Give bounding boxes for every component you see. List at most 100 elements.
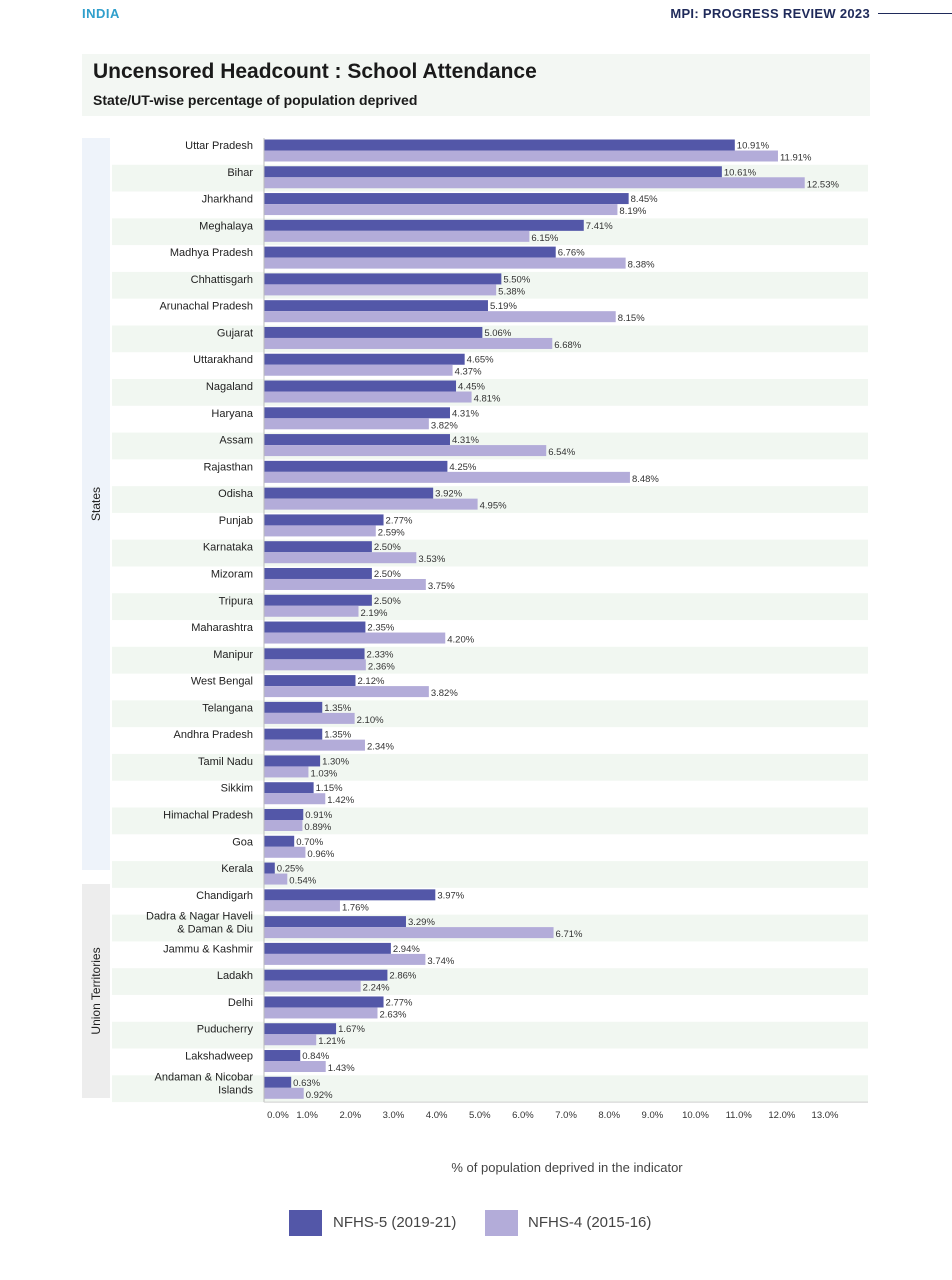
value-label-nfhs5-tripura: 2.50% <box>374 596 401 607</box>
value-label-nfhs4-dadra-nagar-haveli-daman-diu: 6.71% <box>556 929 583 940</box>
bar-nfhs5-arunachal-pradesh <box>264 300 488 312</box>
bar-nfhs4-arunachal-pradesh <box>264 311 616 323</box>
bar-nfhs5-telangana <box>264 701 323 713</box>
x-tick-label: 4.0% <box>426 1110 448 1121</box>
bar-nfhs5-uttarakhand <box>264 353 465 365</box>
value-label-nfhs5-tamil-nadu: 1.30% <box>322 756 349 767</box>
value-label-nfhs5-punjab: 2.77% <box>386 515 413 526</box>
bar-nfhs5-haryana <box>264 407 450 419</box>
category-label-gujarat: Gujarat <box>217 327 253 339</box>
bar-nfhs4-gujarat <box>264 337 553 349</box>
value-label-nfhs5-sikkim: 1.15% <box>316 783 343 794</box>
category-label-dadra-nagar-haveli-daman-diu: Dadra & Nagar Haveli & Daman & Diu <box>146 911 253 936</box>
bar-nfhs5-dadra-nagar-haveli-daman-diu <box>264 916 406 928</box>
value-label-nfhs4-lakshadweep: 1.43% <box>328 1063 355 1074</box>
header-country: INDIA <box>82 6 120 21</box>
row-stripe-manipur <box>112 646 868 674</box>
category-label-andhra-pradesh: Andhra Pradesh <box>174 729 254 741</box>
bar-nfhs4-madhya-pradesh <box>264 257 626 269</box>
value-label-nfhs5-arunachal-pradesh: 5.19% <box>490 301 517 312</box>
category-label-ladakh: Ladakh <box>217 970 253 982</box>
x-tick-label: 11.0% <box>726 1110 753 1121</box>
value-label-nfhs5-assam: 4.31% <box>452 435 479 446</box>
value-label-nfhs4-odisha: 4.95% <box>480 501 507 512</box>
value-label-nfhs5-madhya-pradesh: 6.76% <box>558 248 585 259</box>
value-label-nfhs4-uttarakhand: 4.37% <box>455 367 482 378</box>
value-label-nfhs5-mizoram: 2.50% <box>374 569 401 580</box>
value-label-nfhs5-jammu-kashmir: 2.94% <box>393 944 420 955</box>
category-label-chhattisgarh: Chhattisgarh <box>191 274 253 286</box>
title-panel <box>82 54 870 116</box>
category-label-chandigarh: Chandigarh <box>196 890 253 902</box>
group-ut-band: Union Territories <box>82 884 110 1098</box>
category-label-assam: Assam <box>219 435 253 447</box>
bar-nfhs5-manipur <box>264 648 365 660</box>
value-label-nfhs5-himachal-pradesh: 0.91% <box>305 810 332 821</box>
value-label-nfhs5-ladakh: 2.86% <box>389 971 416 982</box>
bar-nfhs5-rajasthan <box>264 460 448 472</box>
bar-nfhs4-kerala <box>264 873 288 885</box>
row-stripe-himachal-pradesh <box>112 807 868 835</box>
value-label-nfhs4-gujarat: 6.68% <box>554 340 581 351</box>
category-label-odisha: Odisha <box>218 488 254 500</box>
bar-nfhs4-jammu-kashmir <box>264 953 426 965</box>
bar-nfhs5-jammu-kashmir <box>264 942 391 954</box>
x-tick-label: 13.0% <box>812 1110 839 1121</box>
bar-nfhs4-lakshadweep <box>264 1061 326 1073</box>
category-label-uttar-pradesh: Uttar Pradesh <box>185 140 253 152</box>
value-label-nfhs4-puducherry: 1.21% <box>318 1036 345 1047</box>
category-label-nagaland: Nagaland <box>206 381 253 393</box>
value-label-nfhs5-uttarakhand: 4.65% <box>467 355 494 366</box>
bar-nfhs4-delhi <box>264 1007 378 1019</box>
bar-nfhs4-uttar-pradesh <box>264 150 778 162</box>
value-label-nfhs5-bihar: 10.61% <box>724 167 757 178</box>
bar-nfhs4-assam <box>264 445 547 457</box>
category-label-karnataka: Karnataka <box>203 542 254 554</box>
value-label-nfhs4-uttar-pradesh: 11.91% <box>780 153 812 164</box>
x-tick-label: 7.0% <box>555 1110 577 1121</box>
bar-nfhs5-chhattisgarh <box>264 273 502 285</box>
legend-label-nfhs5: NFHS-5 (2019-21) <box>333 1214 457 1231</box>
value-label-nfhs4-kerala: 0.54% <box>289 876 316 887</box>
chart-title: Uncensored Headcount : School Attendance <box>93 60 537 83</box>
bar-nfhs5-mizoram <box>264 567 372 579</box>
category-label-jammu-kashmir: Jammu & Kashmir <box>163 943 253 955</box>
value-label-nfhs5-maharashtra: 2.35% <box>367 623 394 634</box>
value-label-nfhs4-delhi: 2.63% <box>379 1009 406 1020</box>
value-label-nfhs5-chhattisgarh: 5.50% <box>503 274 530 285</box>
x-tick-label: 2.0% <box>339 1110 361 1121</box>
category-label-goa: Goa <box>232 836 254 848</box>
bar-nfhs5-madhya-pradesh <box>264 246 556 258</box>
bar-nfhs4-dadra-nagar-haveli-daman-diu <box>264 927 554 939</box>
bar-nfhs5-puducherry <box>264 1023 337 1035</box>
bar-nfhs5-west-bengal <box>264 675 356 687</box>
category-label-andaman-nicobar-islands: Andaman & Nicobar Islands <box>155 1071 254 1096</box>
value-label-nfhs5-delhi: 2.77% <box>386 997 413 1008</box>
category-label-meghalaya: Meghalaya <box>199 220 254 232</box>
x-axis-title: % of population deprived in the indicato… <box>451 1160 683 1175</box>
bar-nfhs5-tamil-nadu <box>264 755 321 767</box>
row-stripe-puducherry <box>112 1021 868 1049</box>
category-label-arunachal-pradesh: Arunachal Pradesh <box>159 301 253 313</box>
bar-nfhs4-west-bengal <box>264 686 429 698</box>
value-label-nfhs5-kerala: 0.25% <box>277 864 304 875</box>
category-label-west-bengal: West Bengal <box>191 676 253 688</box>
bar-nfhs4-maharashtra <box>264 632 446 644</box>
bar-nfhs4-odisha <box>264 498 478 510</box>
group-states-band: States <box>82 138 110 870</box>
bar-nfhs5-ladakh <box>264 969 388 981</box>
value-label-nfhs4-chhattisgarh: 5.38% <box>498 286 525 297</box>
value-label-nfhs5-haryana: 4.31% <box>452 408 479 419</box>
bar-nfhs4-tripura <box>264 605 359 617</box>
category-label-lakshadweep: Lakshadweep <box>185 1051 253 1063</box>
category-label-tripura: Tripura <box>219 595 254 607</box>
value-label-nfhs5-telangana: 1.35% <box>324 703 351 714</box>
category-label-madhya-pradesh: Madhya Pradesh <box>170 247 253 259</box>
bar-nfhs5-jharkhand <box>264 193 629 205</box>
x-tick-label: 3.0% <box>383 1110 405 1121</box>
bar-nfhs5-andhra-pradesh <box>264 728 323 740</box>
legend-swatch-nfhs4 <box>485 1210 518 1236</box>
bar-nfhs5-nagaland <box>264 380 457 392</box>
x-tick-label: 1.0% <box>296 1110 318 1121</box>
category-label-puducherry: Puducherry <box>197 1024 254 1036</box>
